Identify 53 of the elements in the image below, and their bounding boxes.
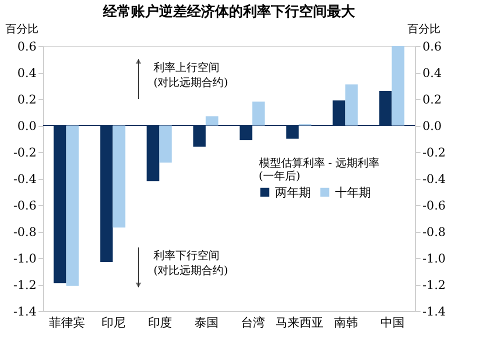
annotation: 利率上行空间 (对比远期合约) (153, 60, 228, 89)
y2-tick-label: -0.4 (422, 172, 446, 186)
annotation: 利率下行空间 (对比远期合约) (153, 249, 228, 278)
x-tick-label: 印度 (148, 316, 172, 330)
y2-tick-label: -1.0 (422, 252, 446, 266)
bar (193, 126, 206, 147)
bar (54, 126, 66, 284)
y-tick-label: -0.2 (13, 146, 36, 160)
bar (345, 84, 358, 126)
y-tick-label: -1.0 (13, 252, 36, 266)
y-tick-label: 0.4 (17, 66, 37, 80)
y2-tick-label: -0.2 (422, 146, 446, 160)
y-axis-title: 百分比 (6, 22, 38, 36)
bar (286, 126, 299, 139)
y-tick-label: -0.6 (13, 198, 36, 212)
y2-tick-label: -1.4 (422, 304, 446, 318)
y2-tick-label: 0.0 (422, 119, 442, 133)
y-tick-label: -0.4 (13, 172, 37, 186)
bar (392, 46, 404, 126)
x-tick-label: 菲律宾 (48, 316, 85, 330)
x-tick-label: 中国 (380, 316, 404, 330)
bar (159, 126, 172, 163)
legend-label: 十年期 (334, 185, 371, 200)
y2-tick-label: 0.2 (422, 92, 442, 106)
y-tick-label: 0.6 (17, 40, 36, 54)
legend-title: 模型估算利率 - 远期利率 (一年后) (258, 156, 380, 182)
bar (206, 116, 218, 126)
bar (112, 126, 126, 228)
y-tick-label: 0.2 (17, 92, 36, 106)
y2-tick-label: -1.2 (422, 278, 446, 292)
legend-label: 两年期 (274, 185, 311, 200)
y-tick-label: 0.0 (17, 119, 36, 133)
bar (146, 126, 160, 182)
y2-tick-label: -0.8 (422, 225, 446, 239)
x-tick-label: 台湾 (240, 316, 265, 330)
y-tick-label: -1.4 (13, 304, 37, 318)
x-tick-label: 泰国 (194, 316, 218, 330)
y2-axis-title: 百分比 (408, 22, 440, 36)
y-tick-label: -0.8 (13, 225, 36, 239)
y2-tick-label: 0.6 (422, 40, 442, 54)
y2-tick-label: -0.6 (422, 198, 446, 212)
bar (240, 126, 252, 140)
bar (332, 100, 346, 126)
bar (252, 102, 265, 126)
bar (66, 126, 79, 286)
x-tick-label: 印尼 (101, 316, 126, 330)
bar (100, 126, 113, 262)
y-tick-label: -1.2 (13, 278, 36, 292)
bar (379, 91, 392, 126)
chart-title: 经常账户逆差经济体的利率下行空间最大 (102, 3, 356, 20)
y2-tick-label: 0.4 (422, 66, 442, 80)
x-tick-label: 马来西亚 (275, 316, 324, 330)
x-tick-label: 南韩 (334, 316, 358, 330)
